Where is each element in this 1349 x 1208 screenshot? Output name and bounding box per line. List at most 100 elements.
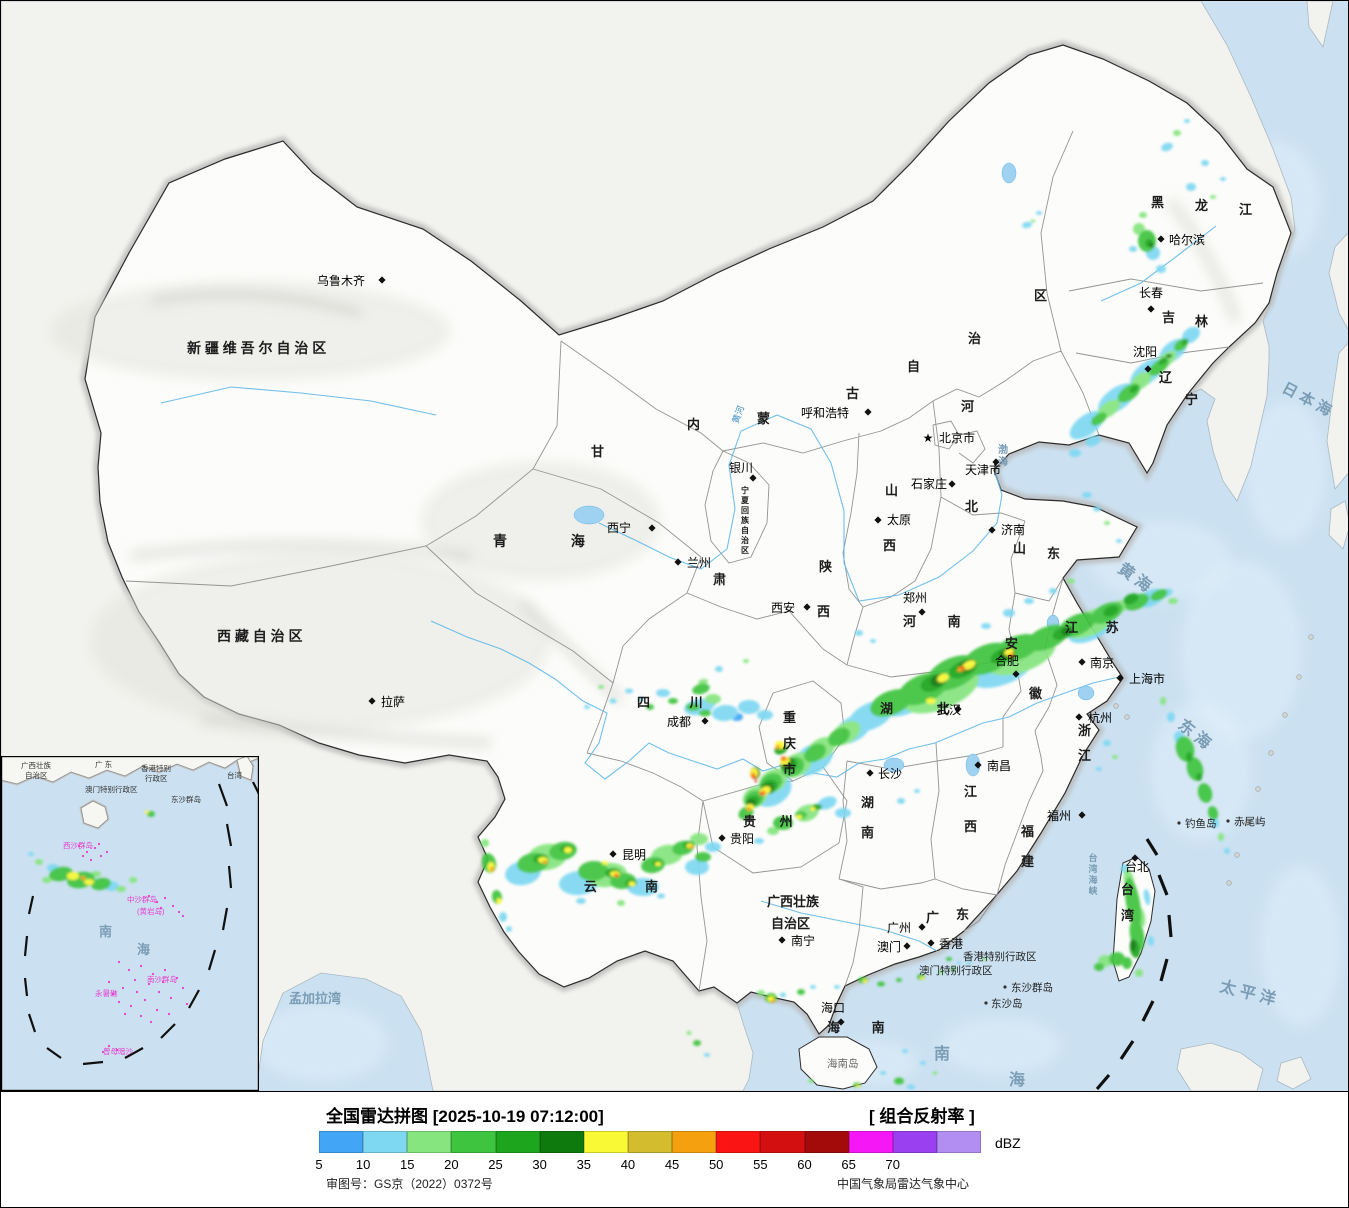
inset-ocean (1, 756, 259, 1091)
radar-echo (28, 852, 34, 856)
city-label: 沈阳 (1133, 344, 1157, 359)
radar-echo (84, 879, 94, 885)
province-label: 江 苏 (1065, 620, 1131, 635)
foreign-island (1326, 342, 1348, 490)
product-label: [ 组合反射率 ] (869, 1107, 975, 1126)
radar-echo-layer (481, 119, 1230, 1090)
radar-echo (834, 985, 840, 989)
inset-label: 行政区 (145, 773, 168, 783)
hainan-island (798, 1036, 878, 1090)
sea-texture (255, 1005, 387, 1081)
city-label: 西宁 (607, 520, 631, 535)
sea-label: 孟加拉湾 (289, 991, 341, 1006)
province-label: 治 (968, 331, 981, 346)
radar-echo (699, 709, 711, 717)
radar-echo (1129, 246, 1137, 252)
radar-echo (1218, 833, 1224, 841)
radar-echo (693, 1040, 701, 1046)
river (430, 620, 502, 650)
radar-echo (116, 886, 126, 892)
colorbar-cell (451, 1131, 496, 1153)
city-label: 昆明 (622, 848, 646, 862)
city-marker (948, 480, 956, 488)
radar-echo (920, 976, 924, 980)
island-label: 钓鱼岛 (1185, 817, 1217, 830)
radar-echo (598, 685, 604, 689)
province-label: 广 (926, 910, 939, 925)
colorbar-cell (892, 1131, 937, 1153)
province-label: 江 (964, 784, 977, 799)
city-label: 郑州 (903, 590, 927, 605)
lake (1001, 162, 1017, 184)
inset-reef-dot (181, 986, 185, 990)
radar-echo (920, 1061, 926, 1065)
radar-echo (880, 1071, 886, 1075)
inset-nine-dash-segment (27, 895, 35, 915)
island-dot (1003, 985, 1007, 989)
province-label: 庆 (782, 736, 796, 751)
radar-echo (1067, 578, 1075, 584)
province-label: 新 疆 维 吾 尔 自 治 区 (187, 340, 326, 356)
inset-reef-dot (129, 1004, 133, 1008)
radar-echo (810, 807, 816, 811)
inset-nine-dash-segment (227, 865, 233, 889)
small-island (1296, 674, 1302, 680)
inset-reef-dot (185, 1002, 189, 1006)
city-label: 台北 (1125, 859, 1149, 874)
island-label: 东沙群岛 (1011, 981, 1053, 994)
colorbar-cell (804, 1131, 849, 1153)
radar-echo (773, 816, 793, 830)
radar-echo (907, 1084, 915, 1090)
sea-label: 台湾海峡 (1088, 852, 1098, 896)
agency-credit: 中国气象局雷达气象中心 (837, 1177, 970, 1191)
province-label: 肃 (713, 572, 726, 587)
island-dot (1226, 819, 1230, 823)
inset-island-label: 南沙群岛 (147, 974, 177, 984)
radar-echo (655, 862, 661, 866)
province-label: 台 (1121, 882, 1134, 897)
small-island (1308, 634, 1314, 640)
radar-echo (656, 689, 670, 697)
city-label: 南京 (1090, 655, 1114, 670)
capital-star-marker: ★ (923, 431, 934, 445)
colorbar-tick: 55 (753, 1157, 768, 1172)
city-marker (648, 524, 656, 532)
radar-echo (1085, 435, 1101, 447)
nine-dash-segment (1157, 874, 1169, 896)
inset-reef-dot (117, 960, 121, 964)
province-label: 区 (1034, 288, 1047, 303)
radar-echo (754, 838, 764, 844)
inset-sea-label: 海 (137, 942, 150, 957)
colorbar-cell (407, 1131, 452, 1153)
city-label: 合肥 (995, 653, 1019, 668)
sea-texture (941, 1018, 1061, 1074)
radar-echo (615, 874, 619, 878)
inset-reef-dot (111, 992, 115, 996)
inset-nine-dash-segment (225, 823, 233, 847)
inset-reef-dot (149, 1020, 153, 1024)
inset-reef-dot (161, 980, 165, 984)
radar-echo (686, 1031, 692, 1035)
colorbar-tick: 45 (664, 1157, 680, 1172)
inset-nine-dash-segment (160, 1023, 176, 1039)
province-label: 青 海 (493, 533, 615, 549)
city-marker (1157, 235, 1165, 243)
radar-echo (1156, 265, 1166, 273)
radar-echo (827, 727, 851, 747)
radar-echo (1094, 963, 1104, 971)
inset-label: 香港特别 (141, 763, 171, 773)
city-marker (866, 769, 874, 777)
colorbar-tick: 15 (400, 1157, 415, 1172)
radar-echo (743, 659, 749, 663)
radar-echo (938, 970, 944, 974)
city-marker (954, 705, 962, 713)
radar-echo (1129, 385, 1139, 393)
colorbar-tick: 30 (532, 1157, 547, 1172)
colorbar-tick: 50 (708, 1157, 724, 1172)
inset-reef-dot (147, 894, 151, 898)
radar-echo (757, 710, 773, 720)
inset-label: 自治区 (25, 770, 48, 780)
radar-echo (617, 900, 625, 906)
province-label: 东 (956, 907, 969, 922)
radar-echo (564, 847, 572, 853)
